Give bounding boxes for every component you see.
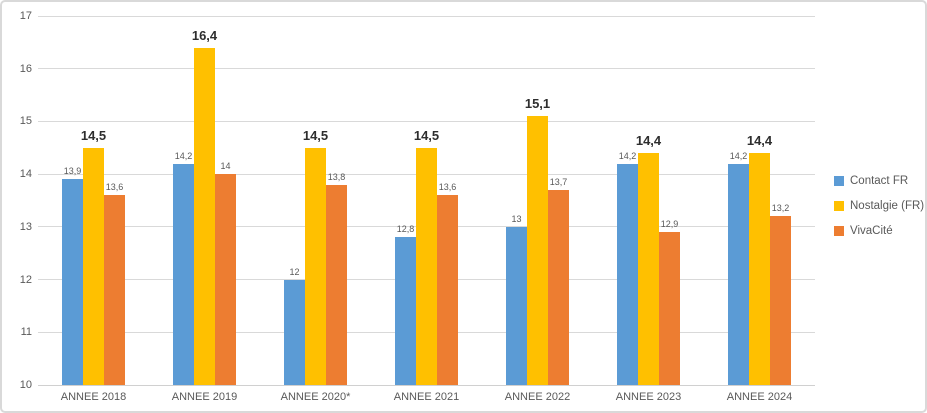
bar-value-label: 15,1	[524, 96, 551, 112]
y-tick-label: 12	[19, 273, 32, 286]
y-tick-label: 10	[19, 379, 32, 391]
bar-contact-fr	[284, 279, 305, 385]
category-label: ANNEE 2022	[504, 391, 571, 403]
bar-value-label: 14,5	[413, 127, 440, 143]
y-tick-label: 16	[19, 62, 32, 75]
bar-vivacit	[104, 195, 125, 385]
legend-item: Contact FR	[834, 175, 924, 187]
y-tick-label: 11	[20, 326, 32, 339]
bar-value-label: 16,4	[191, 27, 218, 43]
x-axis-line	[38, 384, 815, 386]
legend-label: VivaCité	[850, 225, 893, 237]
bar-vivacit	[215, 174, 236, 385]
bar-value-label: 14,2	[729, 150, 748, 161]
legend: Contact FR Nostalgie (FR) VivaCité	[834, 175, 924, 250]
bar-value-label: 14,4	[746, 133, 773, 149]
legend-swatch-icon	[834, 226, 844, 236]
bar-contact-fr	[728, 163, 749, 385]
bar-vivacit	[437, 195, 458, 385]
bar-value-label: 14,2	[618, 150, 637, 161]
category-label: ANNEE 2021	[393, 391, 460, 403]
legend-swatch-icon	[834, 201, 844, 211]
bar-value-label: 14	[220, 161, 231, 172]
legend-label: Contact FR	[850, 175, 909, 187]
legend-item: Nostalgie (FR)	[834, 200, 924, 212]
bar-value-label: 14,2	[174, 150, 193, 161]
category-label: ANNEE 2020*	[280, 391, 351, 403]
bar-value-label: 13,8	[327, 171, 346, 182]
bar-nostalgie-fr	[749, 153, 770, 385]
gridline	[38, 120, 815, 122]
bar-value-label: 14,5	[80, 127, 107, 143]
bar-vivacit	[770, 216, 791, 385]
bar-value-label: 14,5	[302, 127, 329, 143]
legend-item: VivaCité	[834, 225, 924, 237]
bar-contact-fr	[173, 163, 194, 385]
bar-value-label: 13,2	[771, 203, 790, 214]
bar-vivacit	[548, 189, 569, 385]
bar-nostalgie-fr	[305, 147, 326, 385]
bar-value-label: 12,8	[396, 224, 415, 235]
category-label: ANNEE 2019	[171, 391, 238, 403]
legend-swatch-icon	[834, 176, 844, 186]
bar-vivacit	[659, 232, 680, 385]
bar-contact-fr	[506, 226, 527, 385]
bar-value-label: 13,6	[438, 182, 457, 193]
y-tick-label: 14	[19, 168, 32, 181]
bar-nostalgie-fr	[638, 153, 659, 385]
bar-value-label: 12,9	[660, 219, 679, 230]
category-label: ANNEE 2023	[615, 391, 682, 403]
bar-value-label: 13,6	[105, 182, 124, 193]
bar-nostalgie-fr	[416, 147, 437, 385]
category-label: ANNEE 2018	[60, 391, 127, 403]
y-tick-label: 13	[19, 220, 32, 233]
y-tick-label: 15	[19, 115, 32, 128]
gridline	[38, 68, 815, 70]
bar-contact-fr	[617, 163, 638, 385]
bar-contact-fr	[62, 179, 83, 385]
bar-value-label: 12	[289, 266, 300, 277]
bar-value-label: 14,4	[635, 133, 662, 149]
bar-contact-fr	[395, 237, 416, 385]
y-tick-label: 17	[19, 10, 32, 22]
bar-value-label: 13	[511, 213, 522, 224]
bar-nostalgie-fr	[194, 47, 215, 385]
bar-nostalgie-fr	[83, 147, 104, 385]
bar-vivacit	[326, 184, 347, 385]
bar-value-label: 13,9	[63, 166, 82, 177]
bar-value-label: 13,7	[549, 176, 568, 187]
category-label: ANNEE 2024	[726, 391, 793, 403]
legend-label: Nostalgie (FR)	[850, 200, 925, 212]
bar-nostalgie-fr	[527, 116, 548, 385]
gridline	[38, 15, 815, 17]
